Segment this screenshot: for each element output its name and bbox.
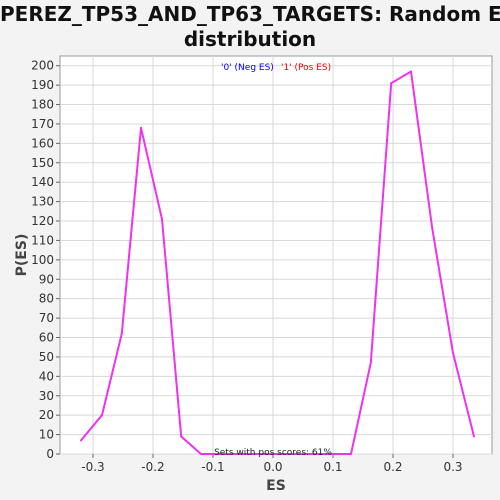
y-tick-label: 0 — [46, 447, 54, 461]
data-point — [410, 70, 412, 73]
y-tick-label: 200 — [31, 59, 54, 73]
data-point — [452, 352, 454, 355]
y-tick-label: 130 — [31, 195, 54, 209]
data-point — [258, 453, 261, 455]
x-tick-label: 0.3 — [443, 460, 462, 474]
y-tick-label: 120 — [31, 214, 54, 228]
x-tick-label: -0.1 — [201, 460, 224, 474]
y-tick-label: 80 — [39, 292, 54, 306]
data-point — [431, 225, 433, 228]
y-tick-label: 110 — [31, 233, 54, 247]
legend-entry-1: '1' (Pos ES) — [281, 63, 331, 73]
chart-title-line-1: PEREZ_TP53_AND_TP63_TARGETS: Random ES — [0, 2, 500, 26]
data-point — [219, 453, 222, 455]
data-point — [299, 453, 301, 455]
y-tick-label: 10 — [39, 428, 54, 442]
y-tick-label: 160 — [31, 136, 54, 150]
data-point — [239, 453, 241, 455]
y-tick-label: 60 — [39, 331, 54, 345]
data-point — [140, 126, 142, 129]
y-tick-label: 20 — [39, 408, 54, 422]
y-tick-label: 50 — [39, 350, 54, 364]
x-tick-label: 0.2 — [383, 460, 402, 474]
data-point — [161, 218, 163, 221]
data-point — [369, 361, 372, 364]
y-tick-label: 140 — [31, 175, 54, 189]
data-point — [120, 332, 123, 335]
y-tick-label: 90 — [39, 272, 54, 286]
data-point — [473, 435, 475, 438]
x-tick-label: -0.2 — [141, 460, 164, 474]
data-point — [350, 453, 352, 455]
chart-title-line-2: distribution — [183, 27, 317, 51]
data-point — [180, 435, 183, 438]
y-tick-label: 100 — [31, 253, 54, 267]
x-axis-label: ES — [266, 478, 286, 494]
data-point — [279, 453, 282, 455]
data-point — [101, 414, 103, 417]
chart-title: PEREZ_TP53_AND_TP63_TARGETS: Random ES d… — [0, 2, 500, 52]
x-axis-ticks: -0.3 -0.2 -0.1 0.0 0.1 0.2 0.3 — [81, 454, 463, 474]
plot-area — [59, 55, 493, 455]
y-tick-label: 70 — [39, 311, 54, 325]
data-point — [80, 439, 82, 442]
y-tick-label: 170 — [31, 117, 54, 131]
y-tick-label: 150 — [31, 156, 54, 170]
data-point — [200, 453, 202, 455]
y-tick-label: 30 — [39, 389, 54, 403]
annotation: Sets with pos scores: 61% — [214, 448, 332, 458]
y-tick-label: 40 — [39, 369, 54, 383]
data-point — [318, 453, 321, 455]
x-tick-label: -0.3 — [81, 460, 104, 474]
data-point — [338, 453, 340, 455]
legend-entry-0: '0' (Neg ES) — [221, 63, 274, 73]
x-tick-label: 0.0 — [263, 460, 282, 474]
series-group — [80, 70, 475, 455]
legend: '0' (Neg ES) '1' (Pos ES) — [221, 63, 331, 73]
y-tick-label: 190 — [31, 78, 54, 92]
data-point — [390, 82, 393, 85]
y-tick-label: 180 — [31, 98, 54, 112]
y-axis-ticks: 0 10 20 30 40 50 60 70 80 90 100 110 120 130 140 150 160… — [31, 59, 60, 461]
x-tick-label: 0.1 — [323, 460, 342, 474]
y-axis-label: P(ES) — [14, 234, 30, 277]
